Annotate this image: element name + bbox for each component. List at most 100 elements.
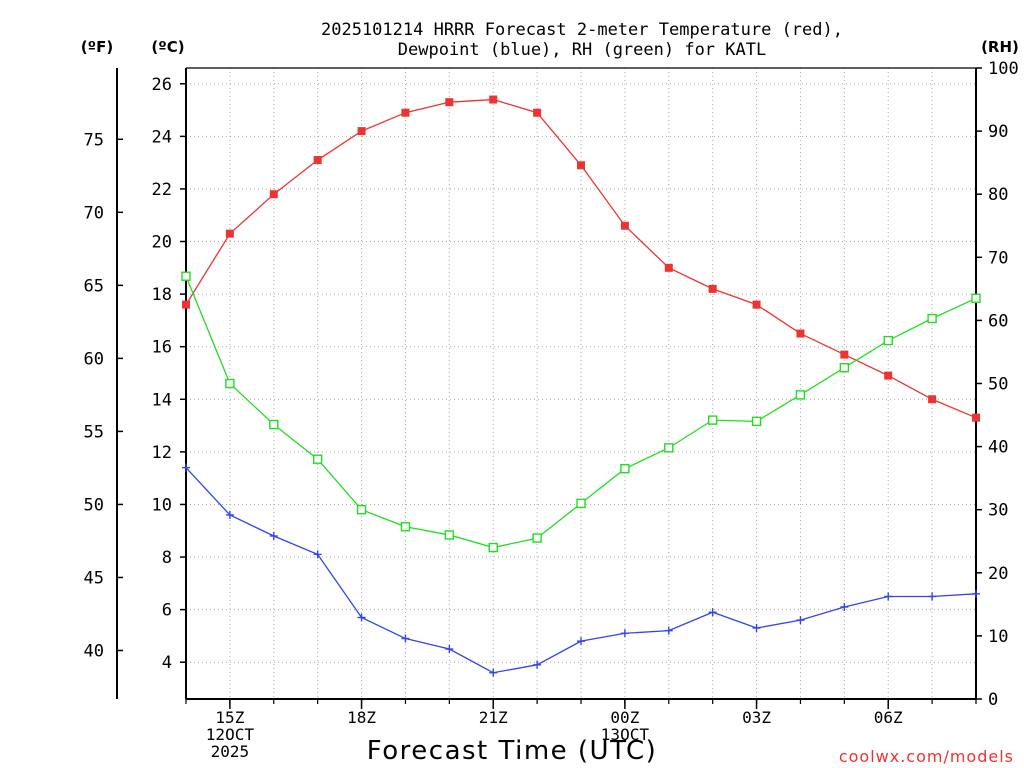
dewpoint-point (840, 602, 849, 611)
rh-point (751, 416, 762, 427)
celsius-tick-label: 16 (152, 338, 172, 358)
rh-tick-label: 0 (988, 690, 998, 710)
temperature-point (269, 190, 278, 199)
temperature-point (796, 329, 805, 338)
chart-title-line2: Dewpoint (blue), RH (green) for KATL (398, 40, 766, 60)
x-tick-label: 15Z (215, 708, 244, 727)
temperature-point (840, 350, 849, 359)
series-layer (181, 95, 981, 677)
temperature-point (489, 95, 498, 104)
rh-tick-label: 40 (988, 438, 1008, 458)
fahrenheit-tick-label: 50 (84, 495, 104, 515)
celsius-tick-label: 14 (152, 390, 172, 410)
chart-title-line1: 2025101214 HRRR Forecast 2-meter Tempera… (321, 20, 843, 40)
celsius-tick-label: 22 (152, 180, 172, 200)
celsius-tick-label: 26 (152, 75, 172, 95)
dewpoint-point (489, 668, 498, 677)
dewpoint-point (708, 608, 717, 617)
rh-point (488, 542, 498, 553)
temperature-point (708, 284, 717, 293)
watermark: coolwx.com/models (839, 747, 1014, 766)
celsius-tick-label: 6 (162, 601, 172, 621)
celsius-tick-label: 18 (152, 285, 172, 305)
dewpoint-point (796, 616, 805, 625)
celsius-tick-label: 10 (152, 495, 172, 515)
rh-tick-label: 50 (988, 375, 1008, 395)
temperature-point (577, 161, 585, 170)
fahrenheit-tick-label: 75 (84, 130, 104, 150)
temperature-point (752, 300, 761, 309)
rh-tick-label: 10 (988, 627, 1008, 647)
dewpoint-point (401, 634, 410, 643)
rh-point (707, 415, 718, 425)
dewpoint-point (884, 592, 893, 601)
temperature-point (182, 300, 190, 309)
temperature-line (185, 98, 977, 419)
temperature-point (225, 229, 234, 238)
x-tick-label: 12OCT (206, 725, 255, 744)
rh-tick-label: 60 (988, 311, 1008, 331)
rh-point (664, 443, 674, 453)
fahrenheit-tick-label: 40 (84, 642, 104, 662)
dewpoint-point (664, 626, 673, 635)
rh-tick-label: 30 (988, 501, 1008, 521)
x-axis-title: Forecast Time (UTC) (367, 736, 658, 766)
fahrenheit-tick-label: 60 (84, 349, 104, 369)
temperature-point (533, 108, 542, 117)
rh-point (356, 505, 367, 515)
dewpoint-point (620, 629, 629, 638)
fahrenheit-tick-label: 45 (84, 568, 104, 588)
rh-point (927, 313, 937, 324)
celsius-tick-label: 4 (162, 653, 172, 673)
fahrenheit-axis-label: (ºF) (81, 38, 113, 56)
rh-point (532, 533, 542, 543)
rh-point (795, 390, 806, 400)
temperature-point (620, 221, 629, 230)
dewpoint-point (533, 660, 542, 669)
rh-point (883, 335, 893, 346)
temperature-point (401, 108, 410, 117)
fahrenheit-tick-label: 65 (84, 276, 104, 296)
dewpoint-point (269, 531, 278, 540)
x-tick-label: 2025 (211, 742, 250, 761)
x-tick-label: 18Z (347, 708, 376, 727)
fahrenheit-tick-label: 55 (84, 422, 104, 442)
dewpoint-point (928, 592, 937, 601)
rh-point (444, 530, 455, 540)
rh-tick-label: 90 (988, 122, 1008, 142)
celsius-tick-label: 8 (162, 548, 172, 568)
rh-point (620, 463, 630, 474)
dewpoint-point (445, 645, 454, 654)
temperature-point (972, 413, 980, 422)
rh-tick-label: 100 (988, 59, 1019, 79)
x-tick-label: 06Z (874, 708, 903, 727)
dewpoint-point (752, 624, 761, 633)
dewpoint-point (313, 550, 322, 559)
dewpoint-point (972, 589, 980, 598)
dewpoint-point (182, 463, 190, 472)
x-tick-label: 00Z (610, 708, 639, 727)
rh-point (225, 378, 235, 389)
celsius-tick-label: 20 (152, 233, 172, 253)
dewpoint-point (357, 613, 366, 622)
rh-point (312, 454, 323, 464)
x-tick-label: 13OCT (601, 725, 650, 744)
temperature-point (313, 156, 322, 165)
rh-point (400, 522, 411, 532)
fahrenheit-tick-label: 70 (84, 203, 104, 223)
rh-point (181, 271, 191, 281)
temperature-point (884, 371, 893, 380)
rh-axis-label: (RH) (981, 38, 1019, 56)
rh-point (839, 363, 850, 373)
x-tick-label: 21Z (479, 708, 508, 727)
celsius-axis-label: (ºC) (151, 38, 184, 56)
dewpoint-point (225, 510, 234, 519)
celsius-tick-label: 12 (152, 443, 172, 463)
x-tick-label: 03Z (742, 708, 771, 727)
temperature-point (445, 98, 454, 107)
rh-point (269, 419, 279, 430)
rh-point (576, 498, 586, 509)
temperature-point (664, 263, 673, 272)
rh-tick-label: 20 (988, 564, 1008, 584)
